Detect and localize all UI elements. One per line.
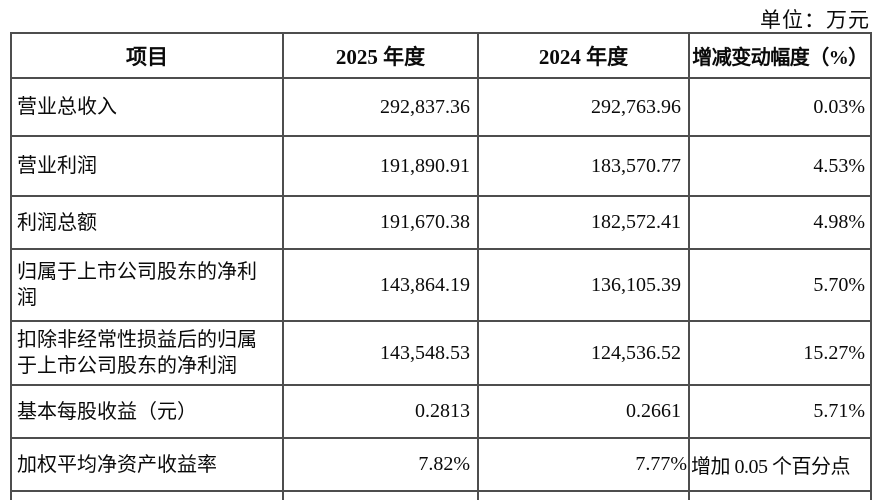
cell-change-value: 4.98% [688, 195, 872, 250]
cell-2024-value: 7.77% [477, 437, 690, 492]
table-row: 营业利润 191,890.91 183,570.77 4.53% [10, 135, 872, 197]
table-row: 归属于上市公司股东的净利润 143,864.19 136,105.39 5.70… [10, 248, 872, 322]
cell-2025-value: 7.82% [282, 437, 479, 492]
cell-item: 营业总收入 [10, 77, 284, 137]
cell-clipped [477, 490, 690, 500]
unit-label: 单位：万元 [760, 8, 870, 32]
cell-clipped [688, 490, 872, 500]
cell-item: 扣除非经常性损益后的归属于上市公司股东的净利润 [10, 320, 284, 386]
cell-item: 归属于上市公司股东的净利润 [10, 248, 284, 322]
cell-2025-value: 191,890.91 [282, 135, 479, 197]
table-row: 基本每股收益（元） 0.2813 0.2661 5.71% [10, 384, 872, 439]
table-row: 扣除非经常性损益后的归属于上市公司股东的净利润 143,548.53 124,5… [10, 320, 872, 386]
cell-item: 加权平均净资产收益率 [10, 437, 284, 492]
cell-change-value: 0.03% [688, 77, 872, 137]
cell-2024-value: 292,763.96 [477, 77, 690, 137]
cell-item: 利润总额 [10, 195, 284, 250]
cell-change-value: 5.70% [688, 248, 872, 322]
cell-2024-value: 183,570.77 [477, 135, 690, 197]
cell-change-value: 5.71% [688, 384, 872, 439]
table-header-row: 项目 2025 年度 2024 年度 增减变动幅度（%） [10, 32, 872, 79]
cell-2025-value: 292,837.36 [282, 77, 479, 137]
table-row: 营业总收入 292,837.36 292,763.96 0.03% [10, 77, 872, 137]
cell-2025-value: 191,670.38 [282, 195, 479, 250]
col-header-item: 项目 [10, 32, 284, 79]
cell-item: 基本每股收益（元） [10, 384, 284, 439]
cell-item: 营业利润 [10, 135, 284, 197]
col-header-2024: 2024 年度 [477, 32, 690, 79]
cell-2024-value: 0.2661 [477, 384, 690, 439]
col-header-change: 增减变动幅度（%） [688, 32, 872, 79]
table-row: 加权平均净资产收益率 7.82% 7.77% 增加 0.05 个百分点 [10, 437, 872, 492]
cell-change-value: 4.53% [688, 135, 872, 197]
cell-clipped [282, 490, 479, 500]
cell-2025-value: 143,864.19 [282, 248, 479, 322]
cell-change-value: 增加 0.05 个百分点 [688, 437, 872, 492]
table-row-clipped [10, 490, 872, 500]
cell-2024-value: 136,105.39 [477, 248, 690, 322]
table-row: 利润总额 191,670.38 182,572.41 4.98% [10, 195, 872, 250]
cell-2025-value: 143,548.53 [282, 320, 479, 386]
col-header-2025: 2025 年度 [282, 32, 479, 79]
financial-summary-table: 项目 2025 年度 2024 年度 增减变动幅度（%） 营业总收入 292,8… [10, 32, 872, 500]
cell-change-value: 15.27% [688, 320, 872, 386]
cell-item-clipped [10, 490, 284, 500]
cell-2025-value: 0.2813 [282, 384, 479, 439]
cell-2024-value: 182,572.41 [477, 195, 690, 250]
cell-2024-value: 124,536.52 [477, 320, 690, 386]
